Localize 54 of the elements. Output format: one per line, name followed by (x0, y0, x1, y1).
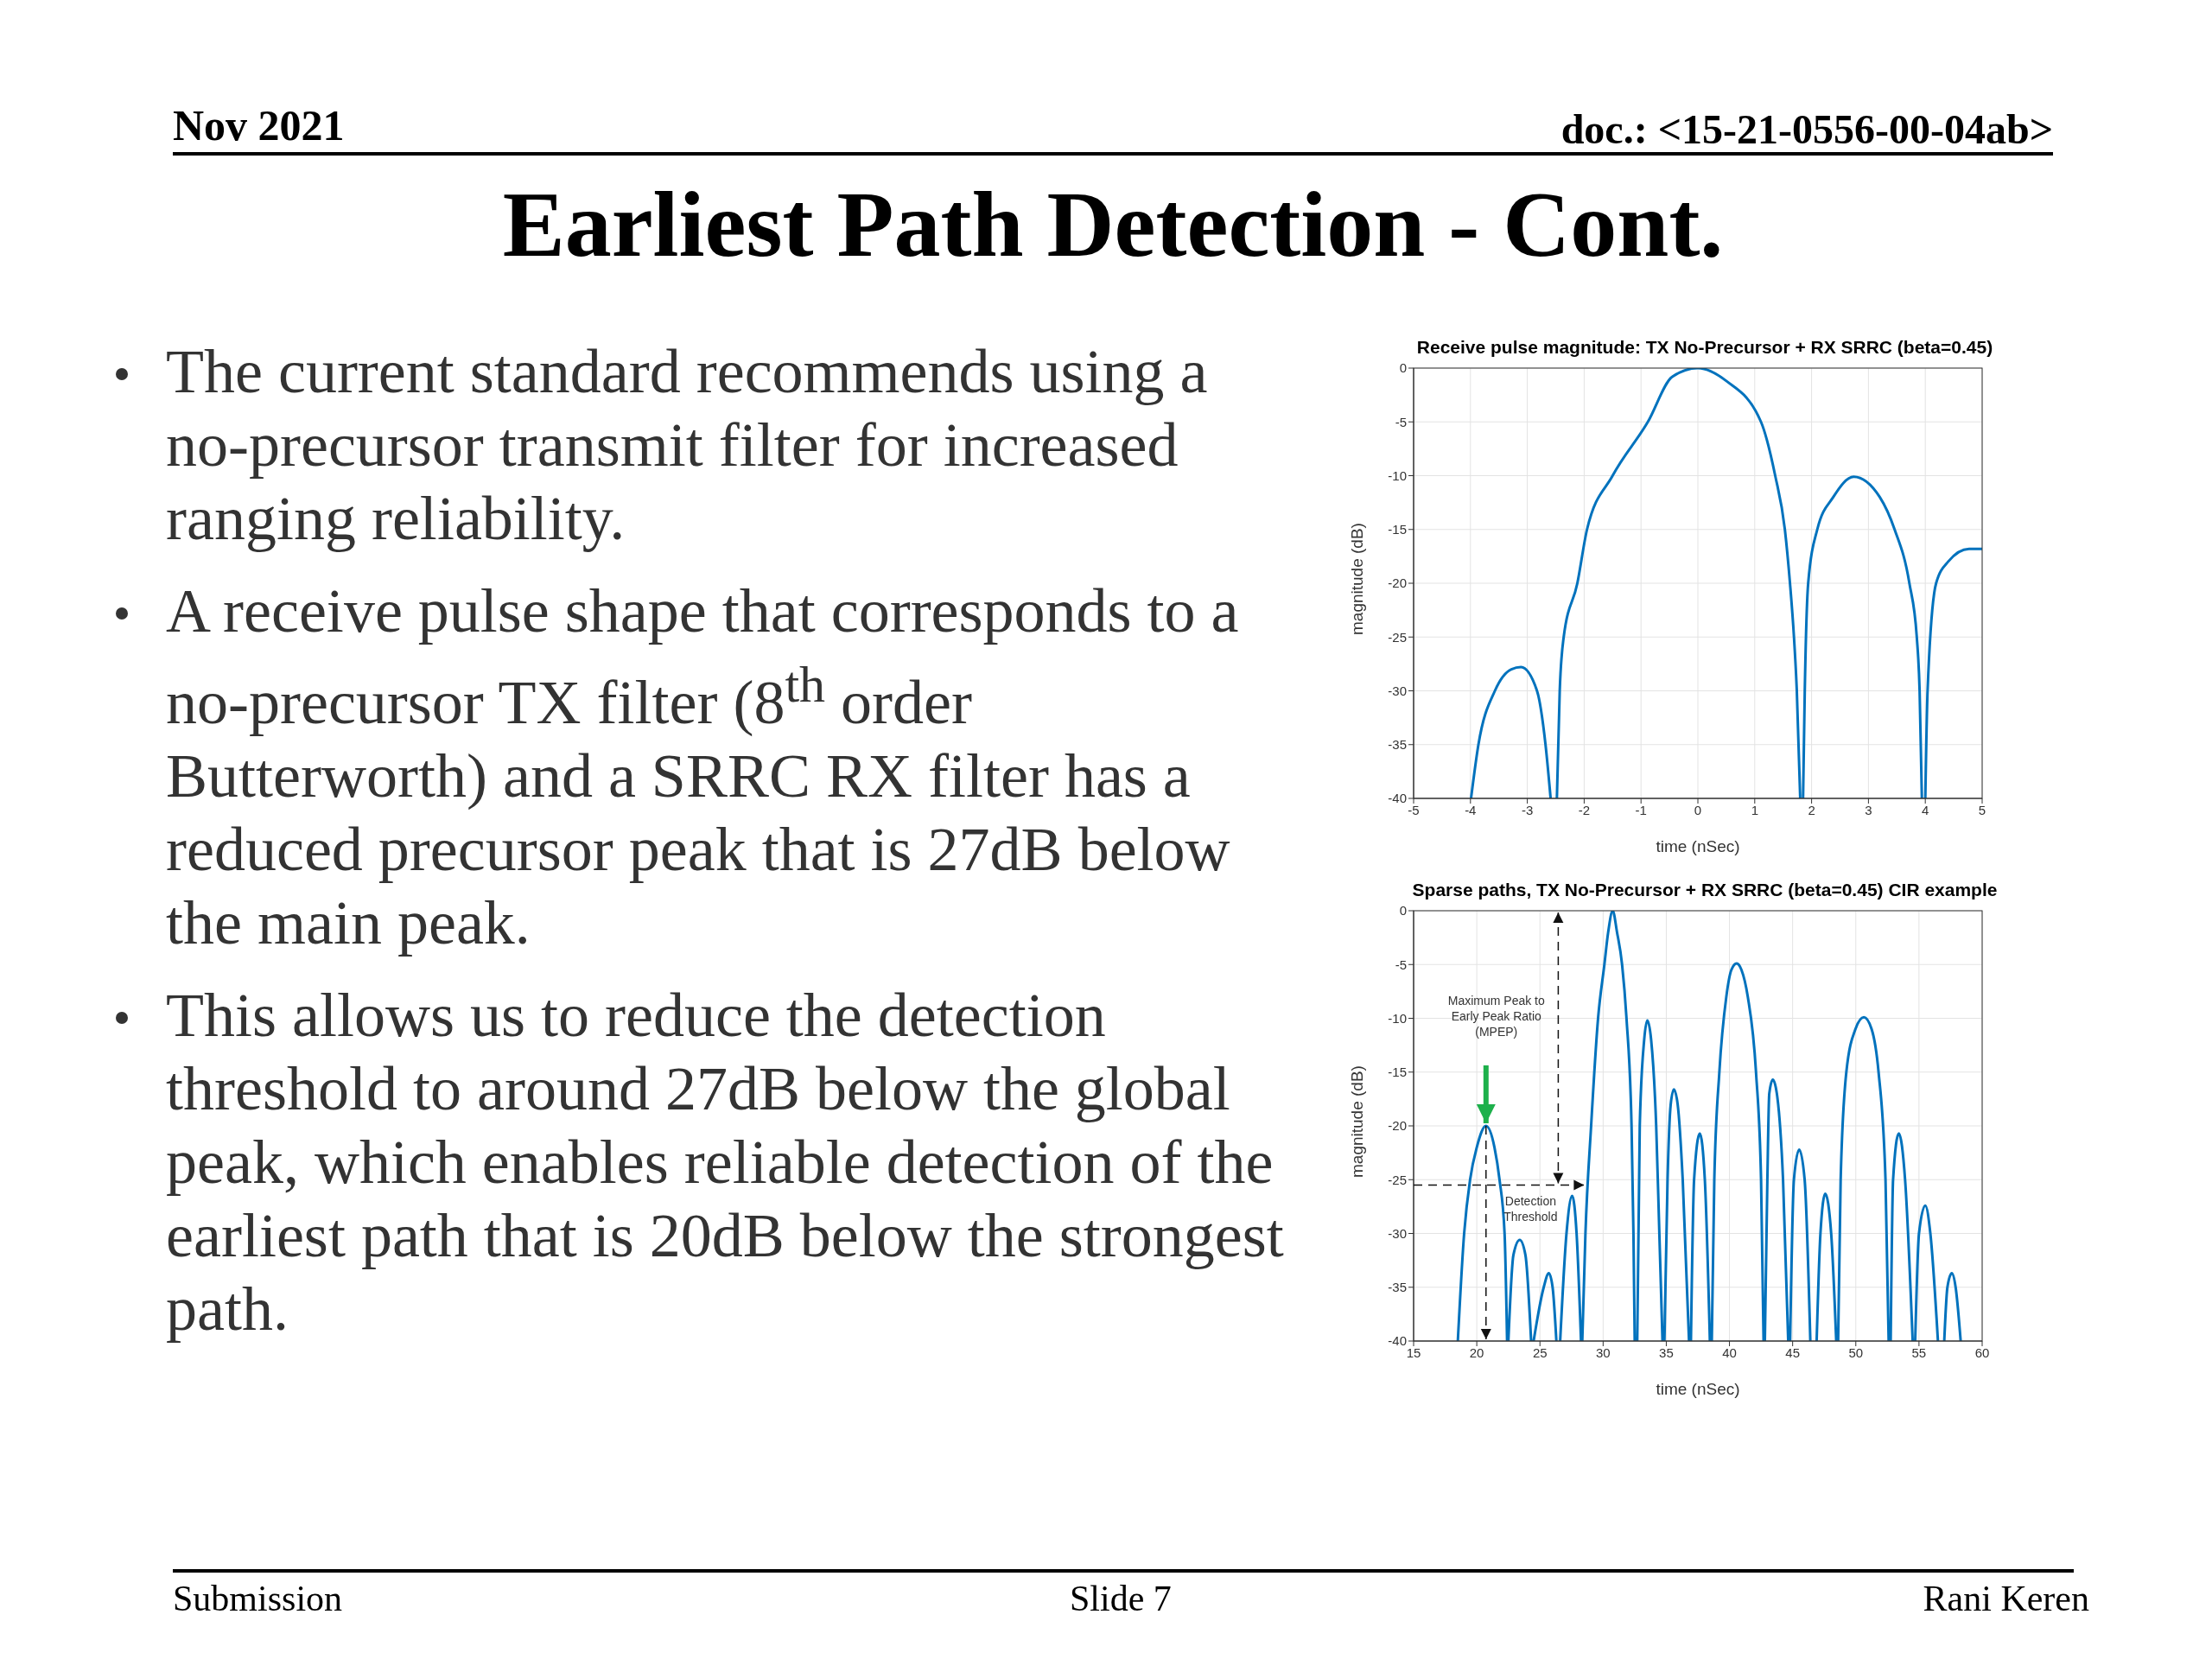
x-tick-label: -3 (1521, 802, 1534, 817)
text: Nov 2021 (173, 100, 345, 150)
x-tick-label: 5 (1978, 802, 1986, 817)
y-tick-label: -35 (1388, 737, 1407, 753)
y-tick-label: -35 (1388, 1280, 1407, 1295)
y-tick-label: -10 (1388, 1010, 1407, 1026)
x-tick-label: 25 (1532, 1344, 1548, 1360)
x-tick-label: 40 (1722, 1344, 1737, 1360)
text: Rani Keren (1923, 1578, 2089, 1619)
x-tick-label: 55 (1911, 1344, 1927, 1360)
text: This allows us to reduce the detection threshold to around 27dB below the global peak, which enables reliable detection of the earliest path that is 20dB below the strongest path. (166, 980, 1285, 1345)
x-tick-label: 30 (1595, 1344, 1611, 1360)
y-tick-label: -5 (1395, 414, 1407, 429)
y-tick-label: -20 (1388, 1118, 1407, 1134)
text: The current standard recommends using a no-precursor transmit filter for increased ranging reliability. (166, 336, 1209, 555)
x-tick-label: 2 (1808, 802, 1815, 817)
y-tick-label: -10 (1388, 467, 1407, 483)
x-tick-label: 15 (1406, 1344, 1421, 1360)
x-axis-title: time (nSec) (1656, 1380, 1740, 1398)
chart-title: Receive pulse magnitude: TX No-Precursor + RX SRRC (beta=0.45) (1415, 337, 1994, 359)
text: A receive pulse shape that corresponds to a no-precursor TX filter (8$^{th}$ order Butterworth) and a SRRC RX filter has a reduced precursor peak that is 27dB below the main peak. (166, 575, 1240, 959)
y-axis-title: magnitude (dB) (1347, 523, 1366, 635)
x-tick-label: 45 (1785, 1344, 1801, 1360)
x-tick-label: 35 (1659, 1344, 1674, 1360)
y-tick-label: -30 (1388, 1225, 1407, 1241)
x-tick-label: 20 (1469, 1344, 1484, 1360)
x-tick-label: 1 (1751, 802, 1758, 817)
y-tick-label: -5 (1395, 957, 1407, 972)
y-tick-label: 0 (1399, 360, 1407, 376)
y-tick-label: -40 (1388, 791, 1407, 806)
y-tick-label: -40 (1388, 1333, 1407, 1349)
x-tick-label: 0 (1694, 802, 1702, 817)
x-axis-title: time (nSec) (1656, 837, 1740, 855)
x-tick-label: 3 (1865, 802, 1872, 817)
y-axis-title: magnitude (dB) (1347, 1065, 1366, 1178)
x-tick-label: -1 (1635, 802, 1647, 817)
x-tick-label: 4 (1922, 802, 1929, 817)
y-tick-label: -30 (1388, 683, 1407, 698)
y-tick-label: -20 (1388, 575, 1407, 591)
x-tick-label: -4 (1465, 802, 1477, 817)
text: Earliest Path Detection - Cont. (501, 172, 1725, 277)
y-tick-label: -15 (1388, 522, 1407, 537)
y-tick-label: -15 (1388, 1065, 1407, 1080)
chart-title: Sparse paths, TX No-Precursor + RX SRRC (beta=0.45) CIR example (1411, 880, 1999, 901)
y-tick-label: -25 (1388, 629, 1407, 645)
x-tick-label: 60 (1974, 1344, 1990, 1360)
x-tick-label: 50 (1848, 1344, 1864, 1360)
x-tick-label: -2 (1578, 802, 1591, 817)
y-tick-label: 0 (1399, 903, 1407, 918)
y-tick-label: -25 (1388, 1172, 1407, 1187)
text: Submission (173, 1578, 343, 1619)
text: Slide 7 (1070, 1578, 1172, 1619)
annotation: Maximum Peak to Early Peak Ratio (MPEP) (1447, 994, 1546, 1039)
text: doc.: <15-21-0556-00-04ab> (1560, 105, 2053, 153)
